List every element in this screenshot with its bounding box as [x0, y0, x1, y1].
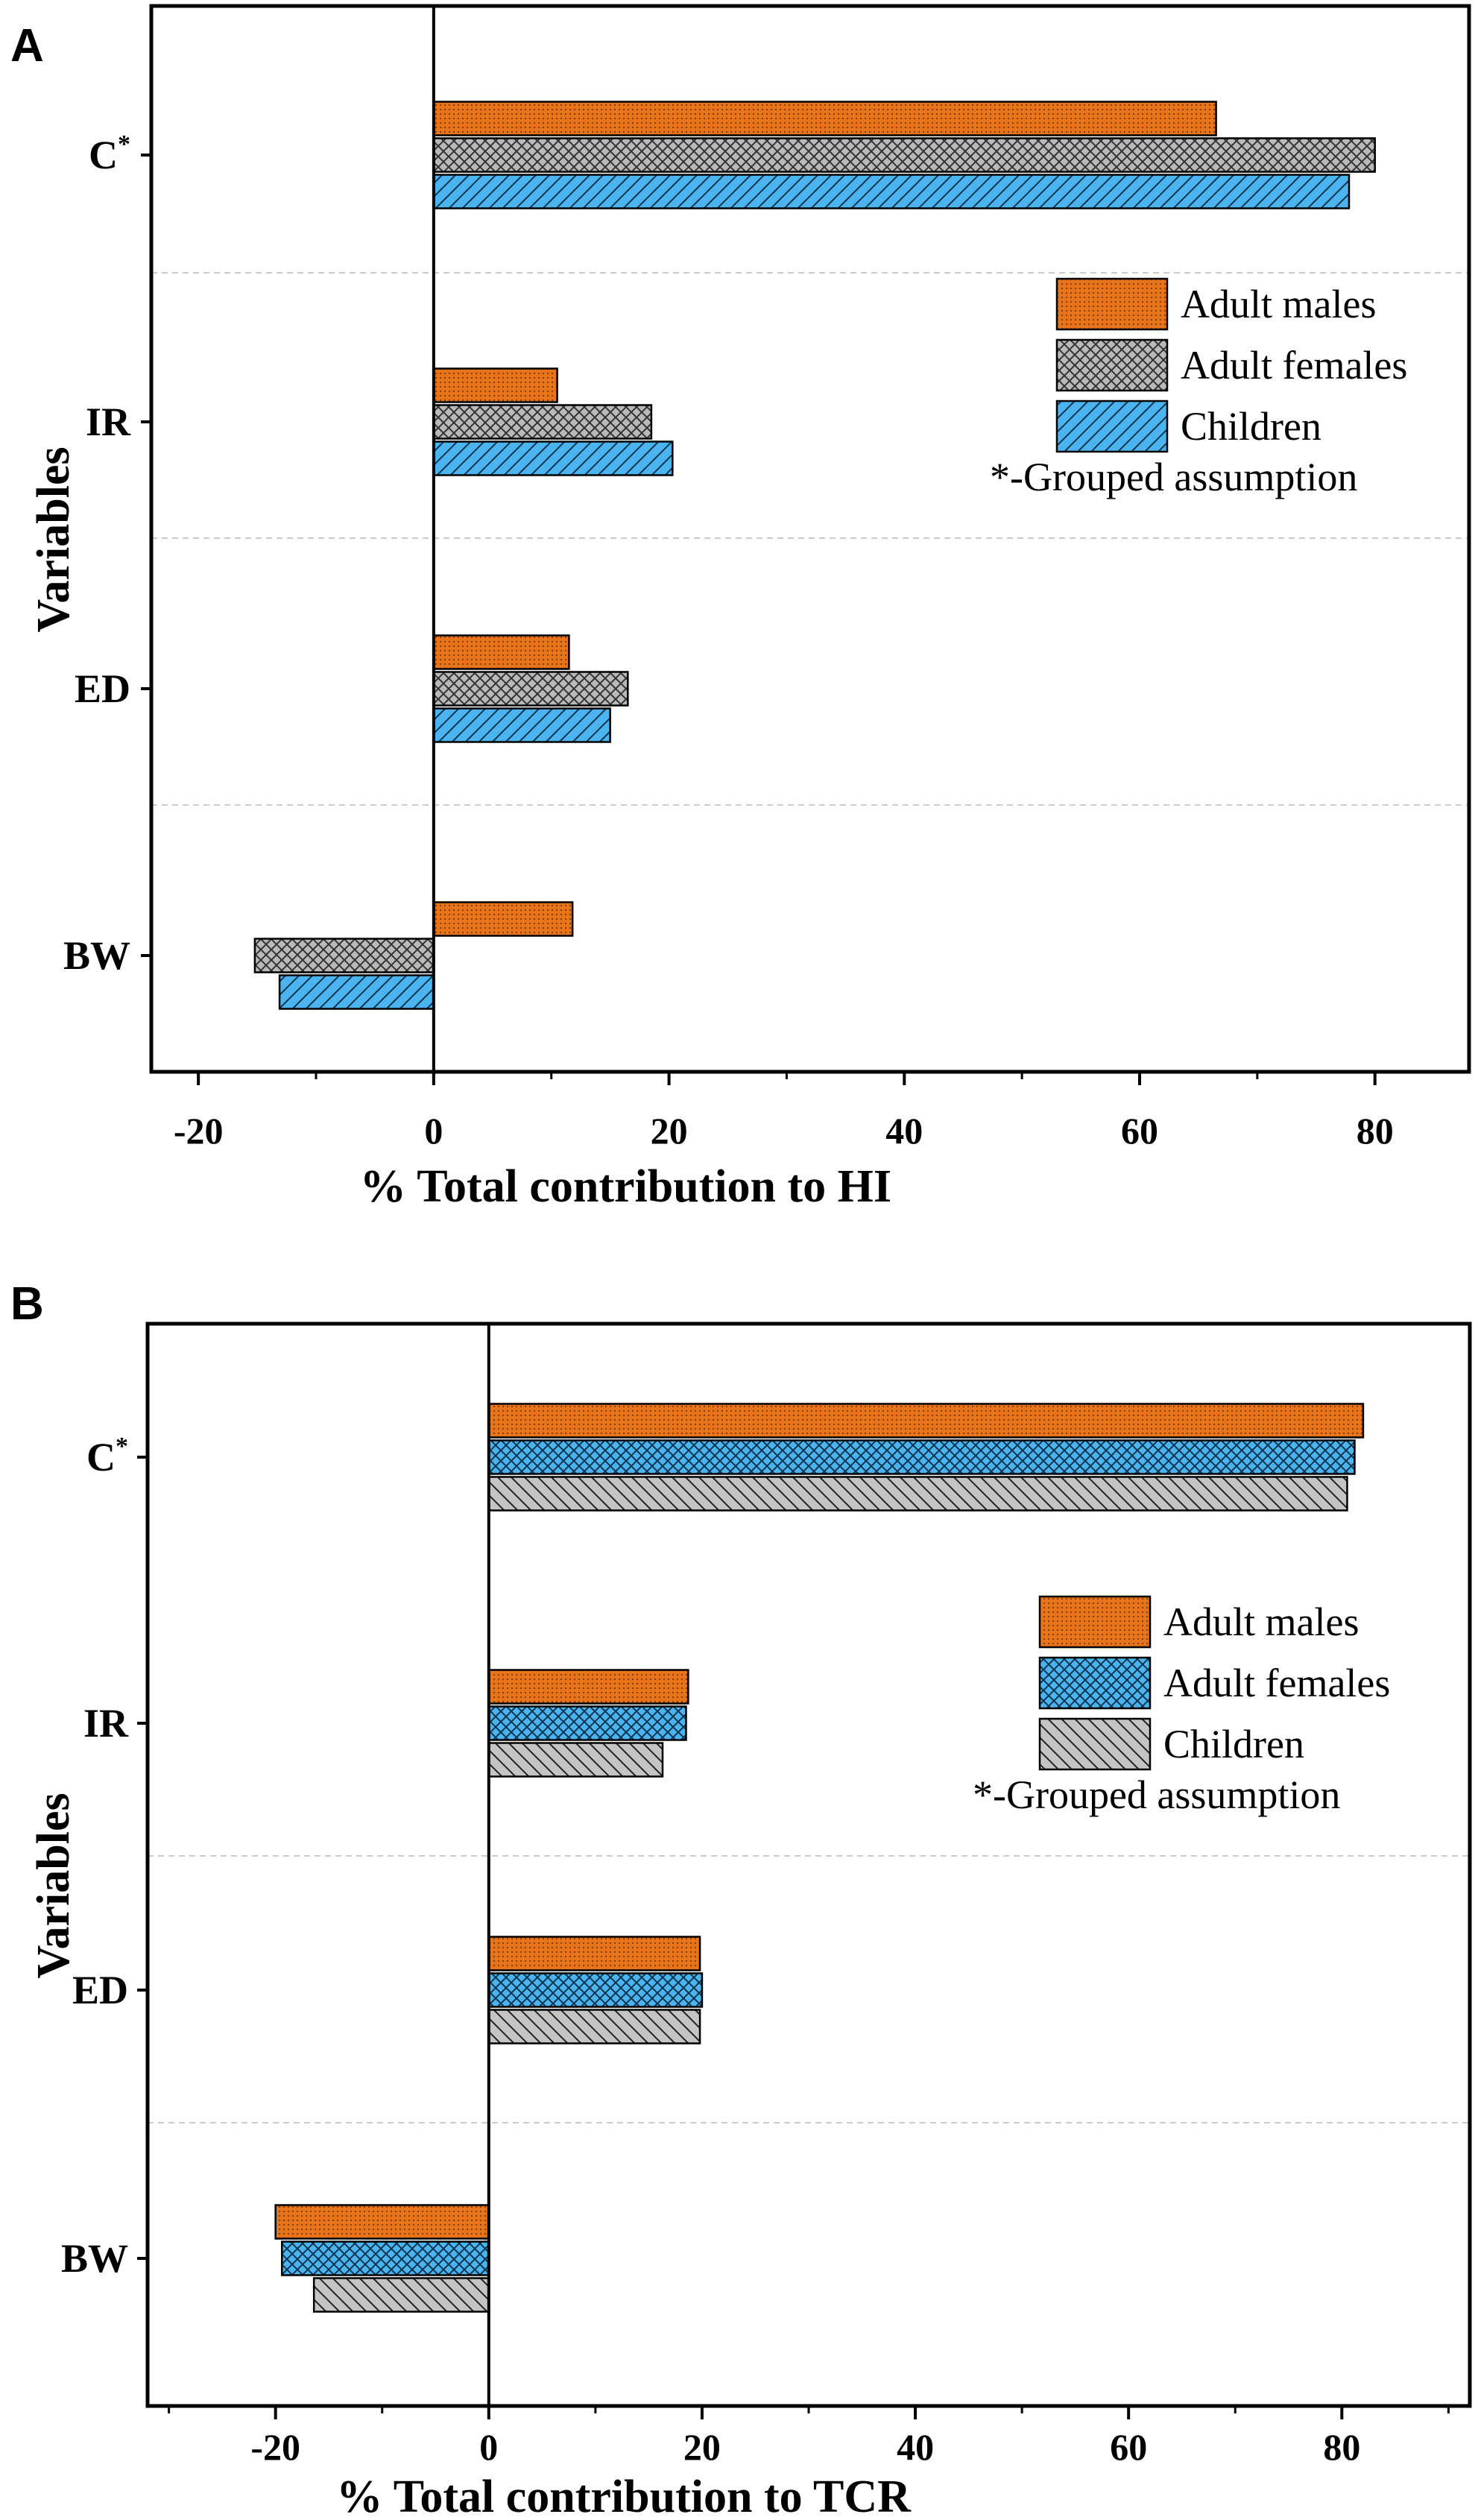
- bar-c-adult-males: [432, 101, 1217, 136]
- legend-label: Adult males: [1181, 282, 1376, 326]
- bar-bw-adult-males: [432, 901, 574, 937]
- bar-c-adult-females: [432, 137, 1376, 173]
- panel-a-chart: -20 0 20 40 60 80 C* IR ED BW % Total contribution…: [28, 4, 1471, 1212]
- bar-ed-children: [487, 2009, 701, 2044]
- legend-swatch: [1055, 277, 1169, 331]
- x-axis-title: % Total contribution to TCR: [336, 2472, 912, 2520]
- bar-bw-adult-males: [274, 2204, 490, 2240]
- bar-bw-adult-females: [281, 2240, 490, 2276]
- legend-swatch: [1038, 1717, 1152, 1771]
- x-tick-label: 80: [1357, 1110, 1394, 1152]
- x-tick-label: 60: [1121, 1110, 1158, 1152]
- bar-ed-adult-males: [487, 1936, 701, 1971]
- legend-label: Adult females: [1163, 1661, 1390, 1705]
- x-tick-label: -20: [174, 1110, 224, 1152]
- bar-ir-children: [432, 440, 674, 476]
- x-tick-label: 40: [897, 2426, 934, 2468]
- bar-ir-adult-males: [487, 1669, 689, 1705]
- category-label-bw: BW: [63, 933, 130, 978]
- bar-bw-adult-females: [253, 938, 435, 973]
- bar-ed-adult-males: [432, 634, 570, 670]
- legend-label: Children: [1163, 1722, 1304, 1766]
- x-tick-label: 60: [1110, 2426, 1147, 2468]
- category-label-ir: IR: [83, 1701, 129, 1746]
- x-tick-label: 0: [479, 2426, 498, 2468]
- legend-swatch: [1038, 1595, 1152, 1649]
- y-axis-title: Variables: [28, 1793, 79, 1978]
- bar-bw-children: [278, 974, 435, 1010]
- plot-frame: [149, 4, 1471, 1074]
- x-tick-label: 40: [885, 1110, 923, 1152]
- x-tick-label: 80: [1323, 2426, 1360, 2468]
- legend-swatch: [1038, 1656, 1152, 1710]
- legend: Adult males Adult females Children *-Groupe…: [990, 277, 1407, 499]
- x-axis-title: % Total contribution to HI: [360, 1161, 891, 1212]
- category-label-ed: ED: [75, 666, 130, 711]
- bar-ir-adult-females: [487, 1705, 687, 1741]
- bar-c-adult-females: [487, 1439, 1356, 1475]
- category-label-c: C*: [86, 1433, 128, 1480]
- panel-b-chart: -20 0 20 40 60 80 C* IR ED BW % Total contribution…: [28, 1321, 1472, 2520]
- bar-bw-children: [312, 2277, 490, 2313]
- legend-label: Adult females: [1181, 343, 1407, 388]
- panel-a-letter: A: [10, 20, 44, 72]
- legend-label: Adult males: [1163, 1600, 1359, 1644]
- bar-c-children: [432, 174, 1351, 209]
- bar-ed-adult-females: [487, 1972, 704, 2008]
- legend: Adult males Adult females Children *-Groupe…: [973, 1595, 1390, 1817]
- bar-ed-adult-females: [432, 671, 629, 707]
- category-label-ir: IR: [86, 400, 131, 444]
- legend-note: *-Grouped assumption: [973, 1772, 1340, 1817]
- legend-label: Children: [1181, 404, 1321, 449]
- bar-ir-adult-females: [432, 404, 653, 440]
- legend-swatch: [1055, 338, 1169, 392]
- bar-ed-children: [432, 707, 611, 743]
- category-label-bw: BW: [61, 2236, 128, 2281]
- category-label-ed: ED: [72, 1968, 128, 2012]
- x-tick-label: -20: [250, 2426, 300, 2468]
- panel-b-letter: B: [10, 1278, 44, 1330]
- legend-note: *-Grouped assumption: [990, 455, 1357, 499]
- category-label-c: C*: [89, 130, 130, 177]
- x-tick-label: 0: [424, 1110, 443, 1152]
- bar-ir-adult-males: [432, 367, 558, 403]
- x-tick-label: 20: [651, 1110, 688, 1152]
- legend-swatch: [1055, 400, 1169, 453]
- y-axis-title: Variables: [28, 446, 79, 632]
- bar-c-adult-males: [487, 1403, 1365, 1439]
- bar-c-children: [487, 1476, 1348, 1512]
- x-tick-label: 20: [683, 2426, 721, 2468]
- bar-ir-children: [487, 1742, 664, 1778]
